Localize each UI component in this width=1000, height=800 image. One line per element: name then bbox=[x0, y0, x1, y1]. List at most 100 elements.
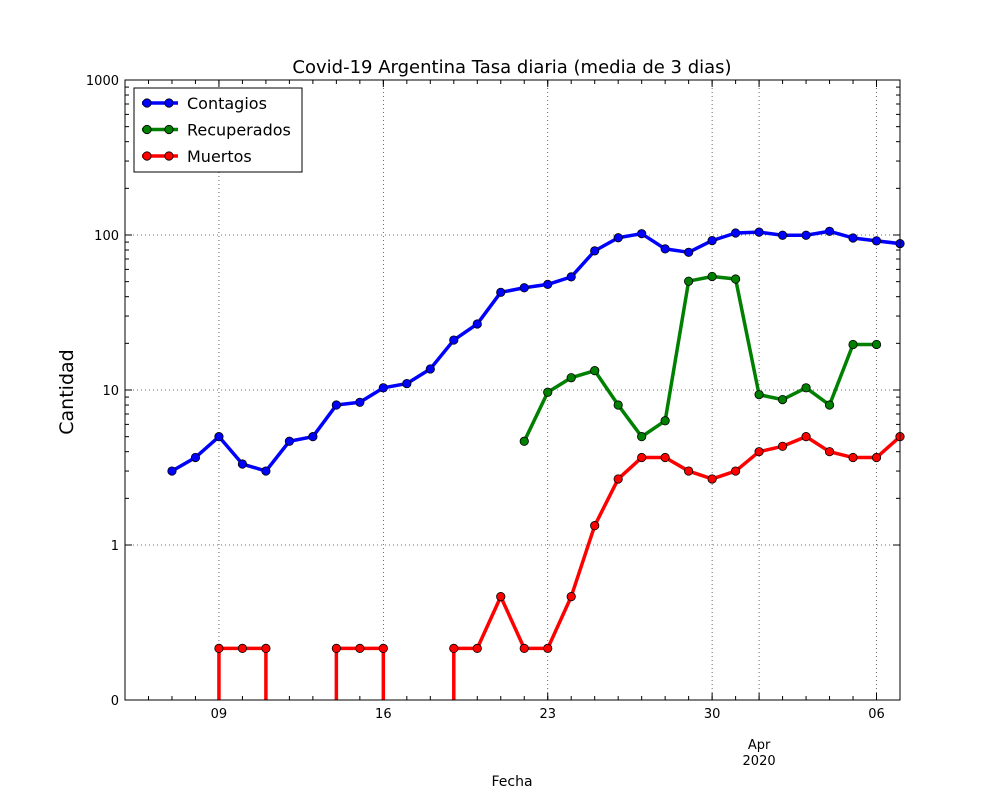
data-point bbox=[707, 474, 717, 484]
data-point bbox=[848, 452, 858, 463]
data-point bbox=[684, 276, 694, 286]
data-point bbox=[331, 400, 341, 410]
data-point bbox=[848, 339, 858, 350]
data-point bbox=[308, 432, 318, 442]
data-point bbox=[824, 400, 835, 410]
legend-marker bbox=[142, 151, 152, 161]
data-point bbox=[660, 416, 670, 426]
data-point bbox=[707, 271, 717, 282]
data-point bbox=[261, 643, 271, 653]
data-point bbox=[167, 466, 177, 476]
x-axis-label: Fecha bbox=[491, 774, 532, 790]
data-point bbox=[871, 339, 882, 350]
y-tick-label: 100 bbox=[94, 229, 119, 244]
series-recuperados bbox=[519, 271, 882, 446]
data-point bbox=[190, 452, 201, 463]
data-point bbox=[378, 383, 388, 393]
data-point bbox=[566, 592, 576, 602]
series-contagios bbox=[167, 226, 905, 476]
data-point bbox=[613, 233, 623, 243]
data-point bbox=[731, 274, 741, 284]
data-point bbox=[402, 378, 412, 389]
y-tick-label: 1000 bbox=[86, 74, 119, 89]
data-point bbox=[566, 272, 576, 282]
data-point bbox=[590, 521, 600, 531]
data-point bbox=[613, 474, 623, 484]
data-point bbox=[801, 432, 811, 442]
data-point bbox=[637, 452, 647, 463]
series-line bbox=[522, 274, 877, 443]
legend: Contagios Recuperados Muertos bbox=[133, 87, 303, 173]
data-point bbox=[871, 236, 882, 246]
data-point bbox=[777, 230, 788, 240]
x-tick-label: Apr bbox=[748, 738, 771, 753]
data-point bbox=[496, 592, 506, 602]
y-axis-label: Cantidad bbox=[56, 349, 78, 434]
x-tick-label: 09 bbox=[211, 707, 228, 722]
data-point bbox=[637, 432, 647, 442]
legend-label: Muertos bbox=[187, 147, 252, 166]
data-point bbox=[449, 643, 459, 653]
data-point bbox=[824, 226, 835, 236]
y-tick-label: 1 bbox=[111, 539, 119, 554]
data-point bbox=[425, 364, 435, 374]
data-point bbox=[543, 279, 553, 290]
data-point bbox=[684, 247, 694, 257]
data-point bbox=[777, 441, 788, 451]
data-point bbox=[355, 397, 365, 407]
x-tick-label: 06 bbox=[868, 707, 885, 722]
y-tick-label: 0 bbox=[111, 694, 119, 709]
data-point bbox=[590, 246, 600, 256]
data-point bbox=[801, 383, 811, 393]
data-point bbox=[637, 229, 647, 239]
data-point bbox=[590, 366, 600, 376]
grid-lines bbox=[125, 80, 900, 700]
data-point bbox=[472, 319, 482, 329]
data-point bbox=[543, 387, 553, 397]
data-point bbox=[754, 447, 764, 457]
data-point bbox=[378, 643, 388, 653]
data-point bbox=[237, 459, 248, 469]
data-point bbox=[871, 452, 882, 463]
data-point bbox=[331, 643, 341, 653]
data-point bbox=[660, 244, 670, 254]
data-point bbox=[660, 452, 670, 463]
data-point bbox=[284, 436, 294, 446]
data-point bbox=[237, 643, 248, 653]
data-point bbox=[613, 400, 623, 410]
data-point bbox=[801, 230, 811, 240]
legend-label: Recuperados bbox=[187, 121, 291, 140]
data-point bbox=[519, 643, 529, 653]
data-point bbox=[355, 643, 365, 653]
data-point bbox=[754, 390, 764, 400]
x-tick-label: 23 bbox=[539, 707, 556, 722]
series-muertos bbox=[214, 432, 905, 700]
chart-title: Covid-19 Argentina Tasa diaria (media de… bbox=[292, 57, 731, 78]
data-point bbox=[472, 643, 482, 653]
data-point bbox=[261, 466, 271, 476]
data-point bbox=[566, 373, 576, 383]
legend-label: Contagios bbox=[187, 94, 267, 113]
data-point bbox=[777, 395, 788, 405]
data-point bbox=[214, 643, 224, 653]
legend-marker bbox=[142, 98, 152, 108]
data-point bbox=[519, 283, 529, 293]
data-series bbox=[167, 226, 905, 700]
data-point bbox=[214, 432, 224, 442]
x-tick-label: 2020 bbox=[743, 754, 776, 769]
legend-marker bbox=[164, 124, 174, 135]
data-point bbox=[848, 233, 858, 243]
legend-marker bbox=[164, 98, 174, 108]
plot-frame bbox=[124, 79, 901, 701]
data-point bbox=[519, 436, 529, 446]
data-point bbox=[731, 228, 741, 238]
x-tick-label: 16 bbox=[375, 707, 392, 722]
data-point bbox=[684, 466, 694, 476]
data-point bbox=[707, 236, 717, 246]
data-point bbox=[731, 466, 741, 476]
data-point bbox=[754, 227, 764, 237]
data-point bbox=[824, 447, 835, 457]
data-point bbox=[449, 335, 459, 345]
